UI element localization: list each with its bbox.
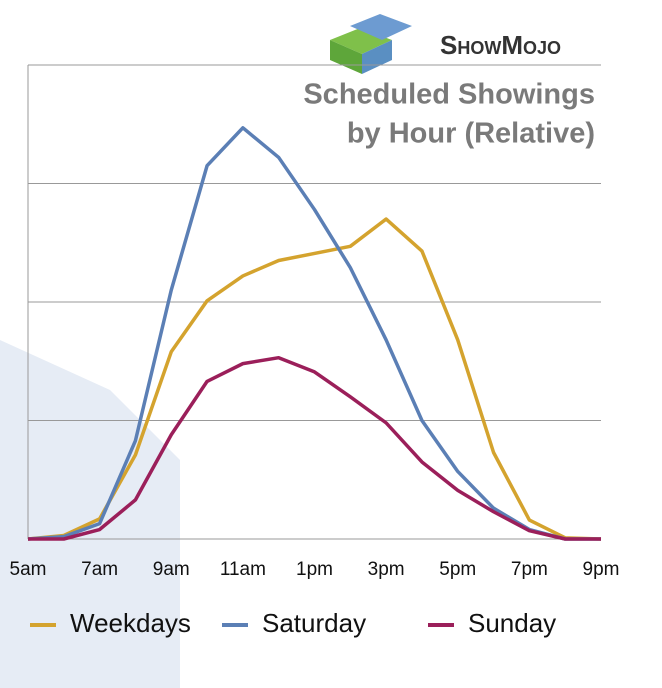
x-tick-label: 5pm [439, 559, 476, 580]
x-tick-label: 9am [153, 559, 190, 580]
x-tick-label: 5am [10, 559, 47, 580]
x-tick-label: 7am [81, 559, 118, 580]
chart-title: by Hour (Relative) [347, 118, 595, 150]
logo-text: ShowMojo [440, 30, 561, 60]
line [27, 217, 602, 541]
chart-title: Scheduled Showings [303, 79, 595, 111]
x-tick-label: 3pm [368, 559, 405, 580]
legend-label: Sunday [468, 608, 556, 638]
legend-label: Saturday [262, 608, 366, 638]
logo-tile [350, 14, 412, 40]
x-tick-label: 7pm [511, 559, 548, 580]
legend-label: Weekdays [70, 608, 191, 638]
x-tick-label: 9pm [583, 559, 620, 580]
line [28, 355, 601, 541]
x-tick-label: 1pm [296, 559, 333, 580]
x-tick-label: 11am [220, 559, 266, 580]
line [27, 126, 601, 541]
background-shape [0, 340, 180, 688]
